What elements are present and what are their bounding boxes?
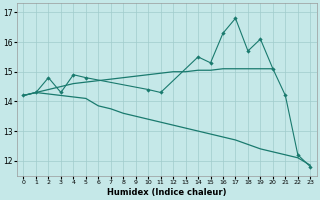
X-axis label: Humidex (Indice chaleur): Humidex (Indice chaleur) bbox=[107, 188, 227, 197]
